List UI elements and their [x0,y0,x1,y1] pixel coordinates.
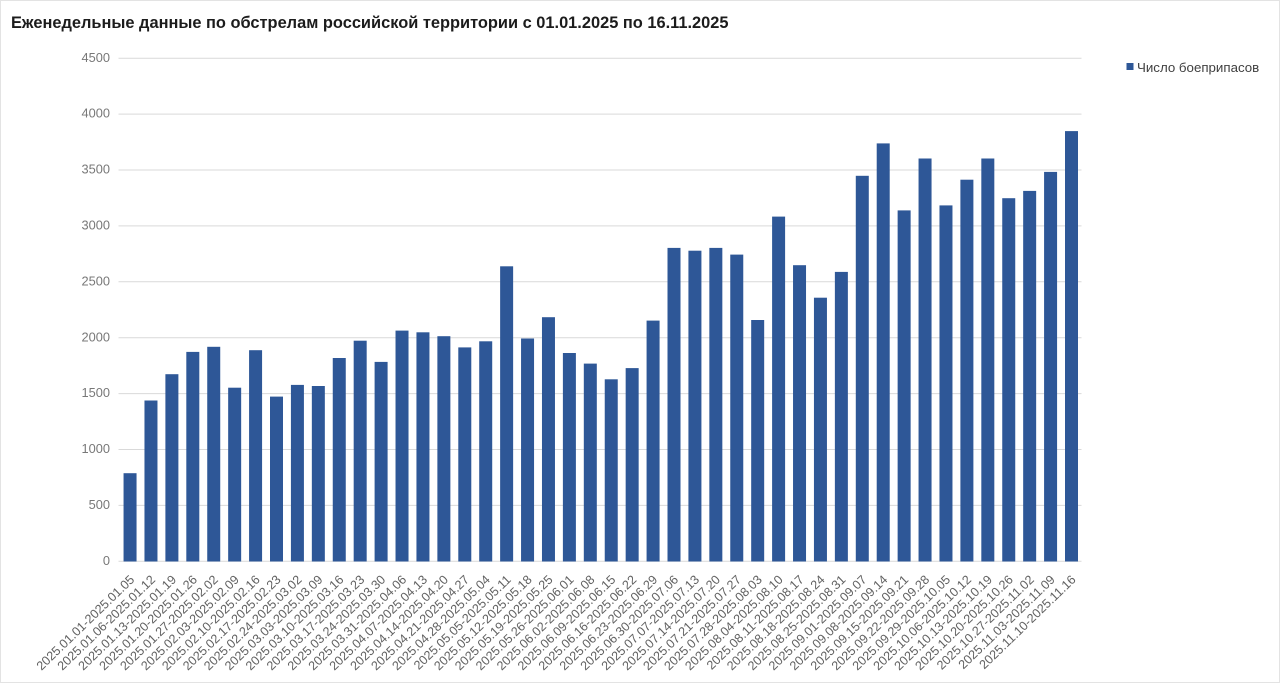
svg-text:3000: 3000 [82,218,110,233]
svg-text:1500: 1500 [82,385,110,400]
svg-text:0: 0 [103,553,110,568]
svg-text:2000: 2000 [82,329,110,344]
svg-text:2500: 2500 [82,273,110,288]
svg-text:Число боеприпасов: Число боеприпасов [1137,60,1259,75]
svg-text:4500: 4500 [82,50,110,65]
svg-text:1000: 1000 [82,441,110,456]
svg-text:4000: 4000 [82,106,110,121]
svg-text:3500: 3500 [82,162,110,177]
svg-text:500: 500 [89,497,110,512]
